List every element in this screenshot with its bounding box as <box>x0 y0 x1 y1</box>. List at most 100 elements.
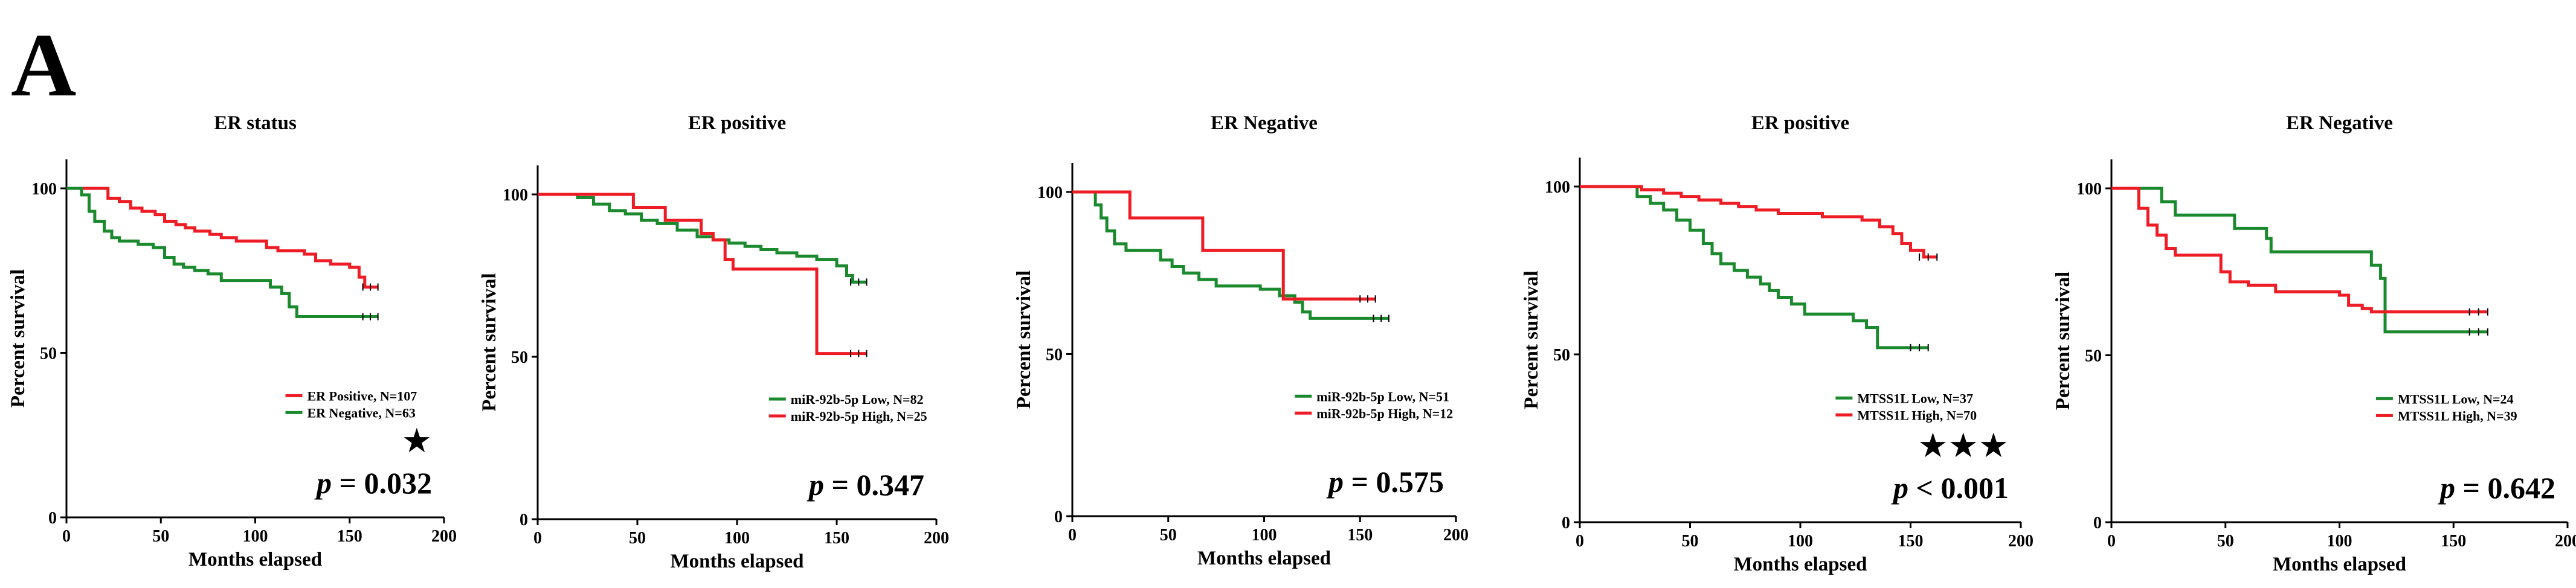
y-tick-label: 0 <box>2093 514 2102 532</box>
survival-chart-1: ER status 0 50 100 150 200 0 50 100 Months elapse… <box>7 112 457 570</box>
x-tick-label: 50 <box>1682 532 1699 551</box>
p-value: p = 0.032 <box>314 466 432 500</box>
legend-entry: MTSS1L Low, N=37 <box>1857 391 1973 406</box>
y-tick-label: 100 <box>31 180 57 199</box>
survival-chart-5: ER Negative 0 50 100 150 200 0 50 100 Months elap… <box>2052 112 2576 575</box>
p-value-text: = 0.347 <box>832 468 925 502</box>
legend-entry: ER Negative, N=63 <box>308 405 416 420</box>
survival-chart-2: ER positive 0 50 100 150 200 0 50 100 Months elap… <box>478 112 949 572</box>
x-tick-label: 200 <box>2008 532 2033 551</box>
y-axis-label: Percent survival <box>7 269 29 407</box>
x-tick-label: 0 <box>533 529 542 548</box>
p-value: p = 0.347 <box>807 468 924 502</box>
survival-curve-red <box>2111 187 2488 314</box>
p-symbol: p <box>1326 465 1351 499</box>
legend-entry: miR-92b-5p High, N=25 <box>791 409 927 424</box>
x-tick-label: 100 <box>1788 532 1813 551</box>
y-tick-label: 0 <box>48 509 57 528</box>
p-symbol: p <box>1891 471 1916 505</box>
p-value: p = 0.575 <box>1326 465 1444 499</box>
p-value-text: = 0.642 <box>2463 471 2556 505</box>
legend: ER Positive, N=107 ER Negative, N=63 <box>285 388 417 420</box>
x-axis-label: Months elapsed <box>188 549 322 570</box>
y-tick-label: 100 <box>1545 178 1570 197</box>
x-tick-label: 0 <box>2107 532 2116 551</box>
x-axis-label: Months elapsed <box>671 551 804 572</box>
significance-stars: ★ <box>402 423 432 460</box>
chart-title: ER Negative <box>1211 112 1318 134</box>
y-tick-label: 50 <box>40 345 57 363</box>
y-tick-label: 0 <box>1562 514 1570 532</box>
x-tick-label: 50 <box>152 527 169 546</box>
chart-title: ER status <box>214 112 297 134</box>
survival-curve-red <box>66 187 378 289</box>
legend-entry: miR-92b-5p Low, N=51 <box>1316 389 1449 404</box>
x-tick-label: 150 <box>1898 532 1924 551</box>
x-tick-label: 0 <box>1068 526 1077 545</box>
p-value: p = 0.642 <box>2438 471 2555 505</box>
legend-entry: miR-92b-5p Low, N=82 <box>791 392 924 407</box>
y-tick-label: 0 <box>520 511 528 529</box>
p-value-text: = 0.575 <box>1351 465 1444 499</box>
x-tick-label: 150 <box>1347 526 1373 545</box>
y-tick-label: 50 <box>1553 346 1570 365</box>
panel-label: A <box>11 15 76 115</box>
y-axis-label: Percent survival <box>478 273 500 411</box>
legend-entry: ER Positive, N=107 <box>308 388 417 403</box>
x-axis-label: Months elapsed <box>2273 554 2406 575</box>
p-symbol: p <box>2438 471 2463 505</box>
survival-curve-red <box>1072 190 1376 301</box>
chart-title: ER positive <box>688 112 786 134</box>
y-tick-label: 50 <box>511 348 528 367</box>
y-tick-label: 100 <box>1037 184 1063 202</box>
survival-chart-4: ER positive 0 50 100 150 200 0 50 100 Months elap… <box>1521 112 2033 575</box>
y-tick-label: 100 <box>2076 180 2102 199</box>
x-tick-label: 50 <box>1160 526 1177 545</box>
x-tick-label: 0 <box>62 527 71 546</box>
y-tick-label: 50 <box>1046 346 1063 365</box>
survival-curve-green <box>66 187 378 319</box>
survival-curve-green <box>2111 187 2488 334</box>
x-tick-label: 100 <box>243 527 268 546</box>
legend-entry: miR-92b-5p High, N=12 <box>1316 406 1453 421</box>
survival-curve-red <box>1580 185 1937 259</box>
panels-container: ER status 0 50 100 150 200 0 50 100 Months elapse… <box>7 112 2576 575</box>
survival-curve-red <box>538 193 867 356</box>
x-axis-label: Months elapsed <box>1734 554 1867 575</box>
chart-title: ER positive <box>1751 112 1849 134</box>
y-axis-label: Percent survival <box>1013 270 1035 409</box>
legend-entry: MTSS1L High, N=39 <box>2398 408 2517 423</box>
p-value-text: < 0.001 <box>1916 471 2009 505</box>
y-axis-label: Percent survival <box>2052 272 2074 410</box>
x-tick-label: 150 <box>2441 532 2466 551</box>
p-symbol: p <box>807 468 832 502</box>
x-tick-label: 150 <box>337 527 362 546</box>
p-value-text: = 0.032 <box>340 466 433 500</box>
y-tick-label: 0 <box>1054 508 1063 526</box>
x-tick-label: 150 <box>824 529 849 548</box>
y-axis-label: Percent survival <box>1521 270 1542 409</box>
p-value: p < 0.001 <box>1891 471 2009 505</box>
significance-stars: ★★★ <box>1918 427 2009 465</box>
chart-title: ER Negative <box>2286 112 2393 134</box>
x-tick-label: 50 <box>629 529 646 548</box>
legend: miR-92b-5p Low, N=51 miR-92b-5p High, N=1… <box>1295 389 1453 421</box>
legend: miR-92b-5p Low, N=82 miR-92b-5p High, N=2… <box>768 392 927 424</box>
x-tick-label: 200 <box>1443 526 1469 545</box>
x-tick-label: 100 <box>1252 526 1277 545</box>
p-symbol: p <box>314 466 340 500</box>
x-tick-label: 100 <box>724 529 750 548</box>
x-axis-label: Months elapsed <box>1197 548 1331 569</box>
x-tick-label: 200 <box>924 529 949 548</box>
x-tick-label: 200 <box>431 527 457 546</box>
legend: MTSS1L Low, N=24 MTSS1L High, N=39 <box>2375 391 2517 423</box>
legend-entry: MTSS1L Low, N=24 <box>2398 391 2514 406</box>
y-tick-label: 100 <box>503 186 528 205</box>
x-tick-label: 200 <box>2555 532 2576 551</box>
legend-entry: MTSS1L High, N=70 <box>1857 407 1977 423</box>
x-tick-label: 0 <box>1576 532 1584 551</box>
x-tick-label: 50 <box>2217 532 2234 551</box>
survival-curve-green <box>1580 185 1928 350</box>
